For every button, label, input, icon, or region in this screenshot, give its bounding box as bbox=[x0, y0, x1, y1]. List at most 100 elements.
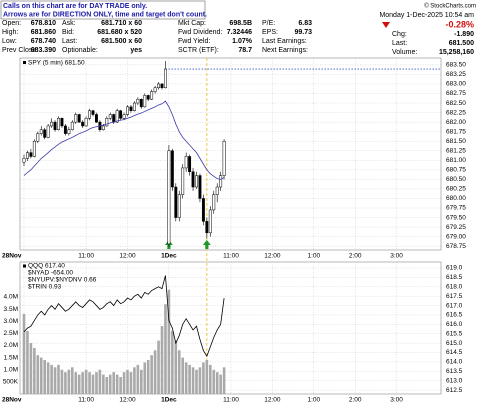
y-tick-label: 683.50 bbox=[446, 62, 466, 69]
candle-body bbox=[164, 68, 167, 89]
volume-bar bbox=[98, 369, 102, 394]
candle-body bbox=[43, 129, 47, 138]
volume-bar bbox=[91, 374, 95, 394]
candle-body bbox=[22, 158, 26, 163]
price-panel bbox=[19, 57, 442, 251]
field-label: Last: bbox=[392, 40, 407, 47]
x-tick-label: 2:00 bbox=[349, 397, 362, 404]
volume-bar bbox=[102, 374, 105, 394]
candle-body bbox=[84, 118, 88, 127]
y-tick-label: 682.75 bbox=[446, 90, 466, 97]
legend-label: QQQ 617.40 bbox=[28, 263, 65, 270]
field-label: EPS: bbox=[262, 29, 278, 36]
volume-bar bbox=[181, 357, 184, 394]
signal-arrow bbox=[202, 240, 211, 249]
candle-body bbox=[195, 175, 198, 188]
field-label: SCTR (ETF): bbox=[178, 47, 219, 54]
x-tick-label: 28Nov bbox=[2, 397, 22, 404]
volume-bar bbox=[129, 372, 133, 394]
candle-body bbox=[46, 125, 50, 138]
down-arrow bbox=[382, 22, 390, 28]
volume-bar bbox=[215, 372, 219, 394]
volume-bar bbox=[53, 367, 57, 394]
volume-bar bbox=[77, 374, 81, 394]
y-tick-label: 613.5 bbox=[446, 368, 463, 375]
field-label: Last: bbox=[62, 38, 77, 45]
volume-bar bbox=[143, 362, 147, 394]
volume-bar bbox=[29, 343, 33, 394]
x-tick-label: 2:00 bbox=[349, 253, 362, 260]
volume-bar bbox=[95, 372, 98, 394]
candle-body bbox=[122, 114, 126, 119]
y-tick-label: 681.75 bbox=[446, 128, 466, 135]
candle-body bbox=[174, 186, 178, 218]
volume-bar bbox=[133, 367, 136, 394]
indicator-label: $TRIN 0.93 bbox=[28, 284, 62, 291]
y-tick-label: 681.50 bbox=[446, 138, 466, 145]
volume-bar bbox=[50, 364, 53, 394]
candle-body bbox=[126, 106, 129, 115]
volume-bar bbox=[74, 372, 78, 394]
y2-tick-label: 500K bbox=[3, 379, 19, 386]
field-label: P/E: bbox=[262, 20, 275, 27]
candle-body bbox=[26, 152, 29, 159]
field-label: Ask: bbox=[62, 20, 76, 27]
candle-body bbox=[108, 114, 112, 119]
y-tick-label: 612.5 bbox=[446, 387, 463, 394]
candle-body bbox=[184, 156, 188, 169]
y2-tick-label: 1.0M bbox=[4, 366, 18, 373]
field-label: Next Earnings: bbox=[262, 47, 308, 54]
volume-bar bbox=[188, 364, 191, 394]
candle-body bbox=[153, 87, 157, 92]
field-value: 78.7 bbox=[238, 47, 252, 54]
field-value: yes bbox=[130, 47, 142, 54]
volume-bar bbox=[136, 364, 140, 394]
y-tick-label: 680.25 bbox=[446, 186, 466, 193]
candle-body bbox=[119, 110, 123, 119]
candle-body bbox=[91, 110, 95, 115]
y-tick-label: 682.00 bbox=[446, 119, 466, 126]
candle-body bbox=[132, 102, 136, 111]
y-tick-label: 613.0 bbox=[446, 377, 463, 384]
candle-body bbox=[60, 118, 64, 127]
y-tick-label: 680.50 bbox=[446, 176, 466, 183]
y-tick-label: 682.25 bbox=[446, 109, 466, 116]
candle-body bbox=[212, 194, 216, 211]
y-tick-label: 678.75 bbox=[446, 243, 466, 250]
legend-label: SPY (5 min) 681.50 bbox=[28, 60, 85, 67]
volume-bar bbox=[108, 374, 112, 394]
volume-bar bbox=[146, 360, 150, 394]
candle-body bbox=[88, 110, 91, 119]
candle-body bbox=[191, 171, 195, 188]
y-tick-label: 679.25 bbox=[446, 224, 466, 231]
volume-bar bbox=[71, 367, 74, 394]
candle-body bbox=[101, 125, 105, 131]
y-tick-label: 615.5 bbox=[446, 330, 463, 337]
candle-body bbox=[67, 129, 71, 134]
y-tick-label: 617.5 bbox=[446, 293, 463, 300]
x-tick-label: 3:00 bbox=[390, 253, 403, 260]
x-tick-label: 12:00 bbox=[119, 397, 136, 404]
x-tick-label: 1:00 bbox=[307, 397, 320, 404]
candle-body bbox=[157, 83, 161, 89]
volume-bar bbox=[81, 372, 84, 394]
y-tick-label: 680.00 bbox=[446, 195, 466, 202]
volume-bar bbox=[46, 362, 50, 394]
moving-average bbox=[23, 100, 225, 180]
field-label: Open: bbox=[2, 20, 21, 27]
field-label: Fwd Dividend: bbox=[178, 29, 222, 36]
y2-tick-label: 2.0M bbox=[4, 342, 18, 349]
indicator-label: $NYUPV:$NYDNV 0.66 bbox=[28, 277, 97, 284]
x-tick-label: 12:00 bbox=[264, 397, 281, 404]
x-tick-label: 3:00 bbox=[390, 397, 403, 404]
volume-bar bbox=[153, 350, 157, 394]
field-label: Prev Close: bbox=[2, 47, 38, 54]
field-value: 681.500 bbox=[449, 40, 474, 47]
y-tick-label: 681.00 bbox=[446, 157, 466, 164]
x-tick-label: 28Nov bbox=[2, 253, 22, 260]
volume-bar bbox=[164, 304, 167, 394]
candle-body bbox=[160, 83, 164, 89]
y-tick-label: 679.75 bbox=[446, 205, 466, 212]
field-label: Mkt Cap: bbox=[178, 20, 206, 27]
